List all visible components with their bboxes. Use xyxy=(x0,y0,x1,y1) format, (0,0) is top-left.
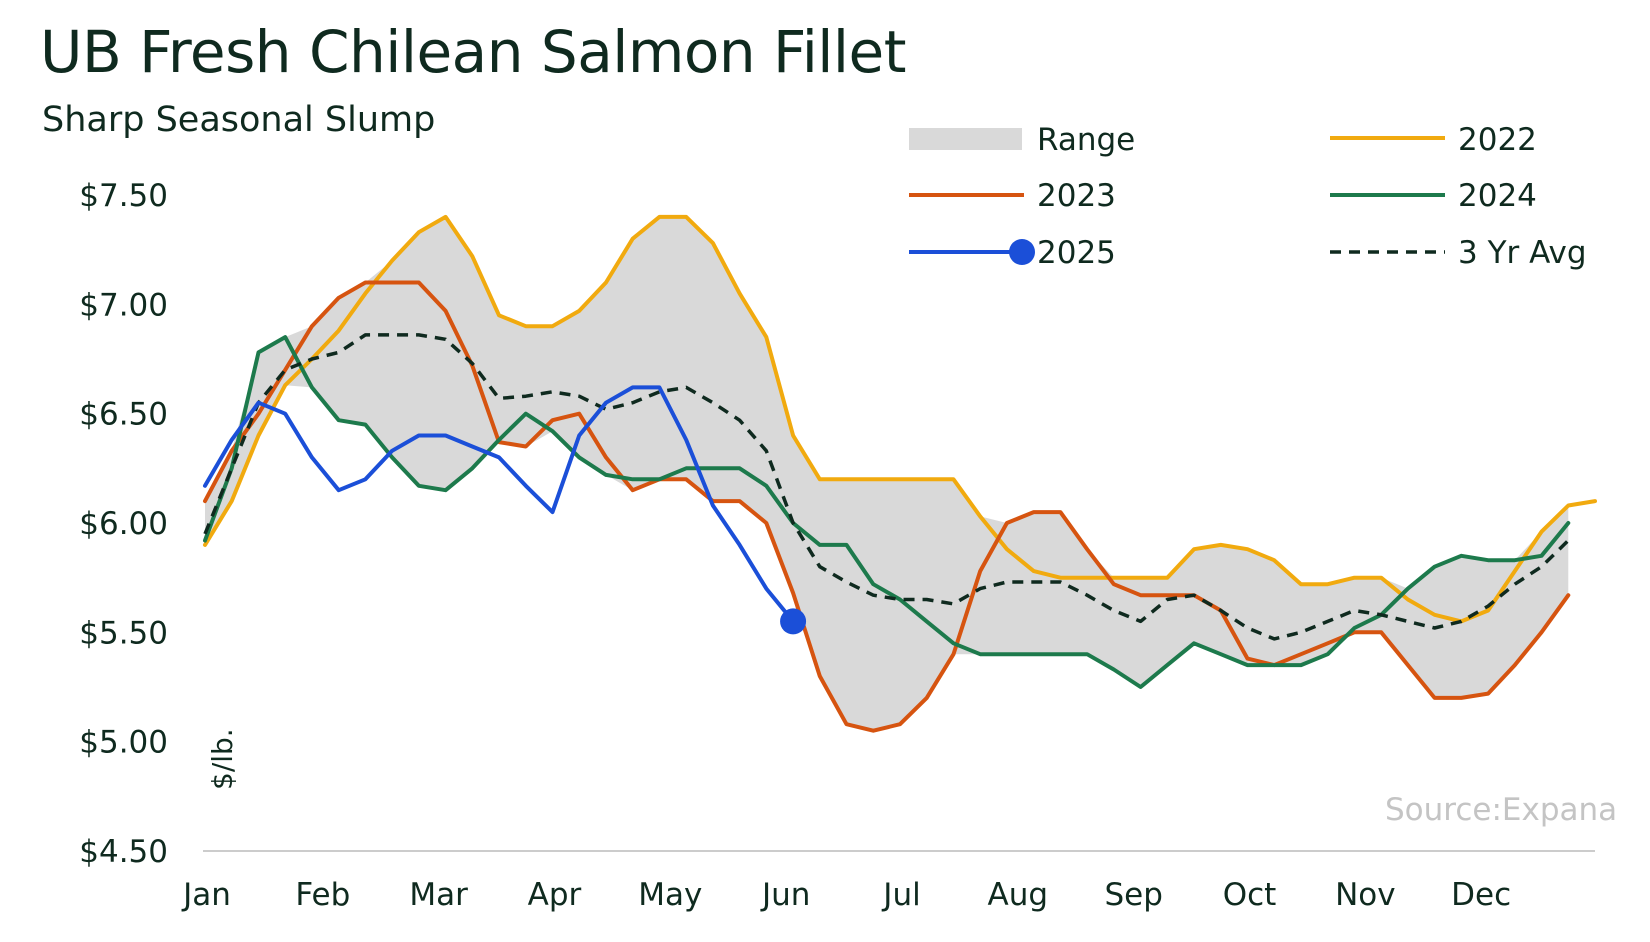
series-2022-line xyxy=(203,214,1597,624)
chart-subtitle: Sharp Seasonal Slump xyxy=(42,100,436,140)
legend: Range 2023 2025 2022 2024 3 Yr Avg xyxy=(909,122,1587,271)
y-tick-label: $5.00 xyxy=(79,725,168,761)
series-layer xyxy=(203,214,1597,733)
legend-2025-label: 2025 xyxy=(1037,235,1116,271)
series-2023-line xyxy=(203,280,1571,733)
x-tick-label: Oct xyxy=(1223,877,1277,913)
legend-range-label: Range xyxy=(1037,122,1135,158)
series-2024-line xyxy=(203,335,1571,689)
y-axis-label: $/lb. xyxy=(206,728,239,790)
legend-2023-label: 2023 xyxy=(1037,178,1116,214)
legend-2024-label: 2024 xyxy=(1458,178,1537,214)
x-tick-label: Jul xyxy=(881,877,920,913)
series-3yr-avg-line xyxy=(203,333,1570,641)
series-2025-line xyxy=(203,385,796,624)
x-tick-label: Dec xyxy=(1451,877,1511,913)
y-tick-label: $7.50 xyxy=(79,178,168,214)
x-tick-label: Apr xyxy=(528,877,582,913)
y-tick-label: $5.50 xyxy=(79,615,168,651)
source-note: Source:Expana xyxy=(1385,792,1617,828)
range-band xyxy=(205,216,1569,731)
x-tick-label: May xyxy=(638,877,702,913)
x-tick-label: Nov xyxy=(1335,877,1396,913)
legend-2025-marker xyxy=(1009,239,1035,265)
y-tick-label: $6.00 xyxy=(79,506,168,542)
chart-title: UB Fresh Chilean Salmon Fillet xyxy=(40,18,906,86)
x-tick-label: Mar xyxy=(409,877,468,913)
x-tick-label: Jun xyxy=(760,877,810,913)
x-tick-label: Jan xyxy=(181,877,231,913)
legend-2022-label: 2022 xyxy=(1458,122,1537,158)
x-tick-label: Aug xyxy=(988,877,1049,913)
legend-3yr-avg-label: 3 Yr Avg xyxy=(1458,235,1587,271)
x-tick-label: Feb xyxy=(295,877,350,913)
x-tick-label: Sep xyxy=(1104,877,1162,913)
range-band-layer xyxy=(205,216,1569,731)
y-tick-label: $7.00 xyxy=(79,287,168,323)
series-2025-endpoint xyxy=(780,608,807,635)
y-tick-label: $4.50 xyxy=(79,834,168,870)
y-tick-label: $6.50 xyxy=(79,397,168,433)
legend-range-swatch xyxy=(909,128,1022,150)
axis-layer: $7.50 $7.00 $6.50 $6.00 $5.50 $5.00 $4.50 Jan Fe… xyxy=(79,178,1595,913)
